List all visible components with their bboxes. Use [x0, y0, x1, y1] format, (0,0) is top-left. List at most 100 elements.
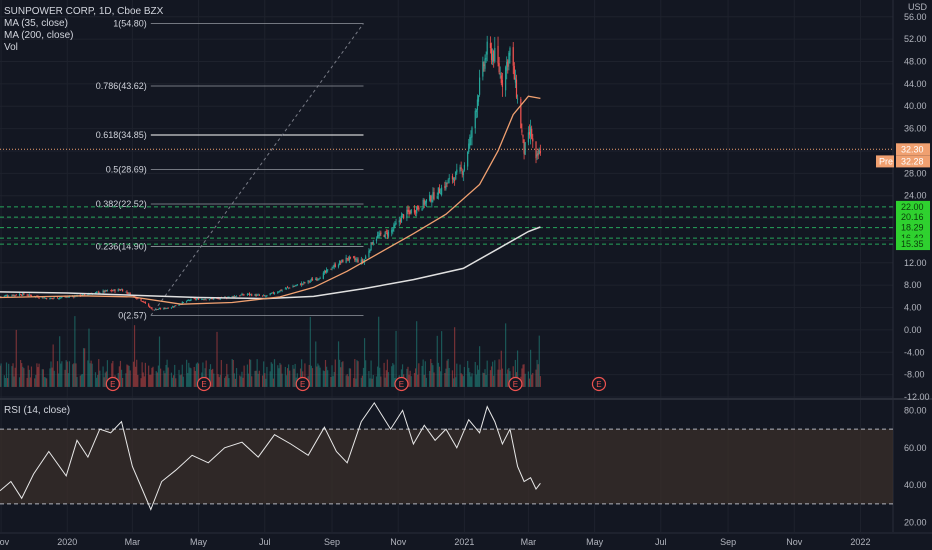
ma35-legend[interactable]: MA (35, close)	[4, 18, 68, 29]
candle-body	[166, 308, 168, 309]
earnings-marker[interactable]	[196, 376, 212, 392]
candle-body	[190, 298, 192, 301]
support-level-badge[interactable]	[896, 221, 930, 234]
volume-bar	[149, 374, 151, 387]
candle-body	[514, 77, 517, 83]
price-axis-tick: 28.00	[904, 168, 927, 178]
candle-body	[493, 51, 495, 62]
volume-bar	[128, 365, 130, 387]
candle-body	[119, 289, 122, 291]
support-level-badge[interactable]	[896, 211, 930, 224]
last-price-badge-label: 32.30	[901, 144, 924, 154]
candle-body	[144, 302, 146, 304]
volume-bar	[6, 378, 9, 387]
candle-body	[353, 256, 355, 258]
volume-bar	[65, 360, 67, 387]
volume-bar	[133, 325, 136, 387]
candle-body	[516, 98, 519, 100]
support-levels[interactable]	[0, 206, 893, 245]
candle-body	[263, 295, 265, 297]
support-level-badge[interactable]	[896, 238, 930, 251]
volume-bar	[539, 376, 541, 387]
symbol-title[interactable]: SUNPOWER CORP, 1D, Cboe BZX	[4, 6, 164, 17]
candle-body	[128, 292, 130, 294]
volume-bar	[164, 373, 166, 387]
price-axis-tick: -4.00	[904, 347, 925, 357]
volume-bar	[68, 361, 71, 387]
fib-trend-line[interactable]	[150, 23, 364, 316]
candle-body	[471, 127, 473, 138]
volume-bar	[323, 371, 326, 387]
vol-legend[interactable]: Vol	[4, 42, 18, 53]
rsi-legend-label[interactable]: RSI (14, close)	[4, 405, 71, 416]
earnings-marker[interactable]	[295, 376, 310, 392]
volume-bar	[0, 363, 2, 387]
candle-body	[468, 143, 470, 153]
candle-body	[400, 215, 403, 223]
candle-body	[431, 199, 433, 203]
moving-averages	[0, 95, 541, 305]
volume-bar	[73, 363, 75, 387]
candle-body	[118, 289, 120, 291]
candle-body	[330, 268, 332, 270]
candle-body	[308, 280, 310, 282]
volume-bar	[531, 374, 533, 387]
volume-bar	[392, 363, 394, 387]
candle-body	[527, 132, 530, 143]
volume-bar	[248, 359, 251, 387]
pre-market-tag[interactable]	[876, 155, 894, 168]
candle-body	[157, 309, 160, 310]
candle-body	[307, 280, 309, 283]
candle-body	[462, 171, 464, 176]
candle-body	[490, 48, 493, 61]
volume-bar	[527, 371, 530, 387]
earnings-marker[interactable]	[105, 376, 120, 392]
volume-bar	[522, 364, 524, 387]
candle-body	[444, 185, 446, 189]
candle-body	[156, 309, 158, 310]
candle-body	[310, 279, 313, 281]
volume-bar	[44, 377, 47, 387]
volume-bar	[38, 363, 40, 387]
volume-bar	[288, 364, 290, 387]
volume-bar	[361, 375, 364, 387]
rsi-band-fill	[0, 429, 893, 504]
fibonacci-retracement[interactable]: 1(54.80) 0.786(43.62) 0.618(34.85) 0.5(28.6…	[0, 18, 893, 321]
volume-bar	[536, 359, 538, 387]
candle-body	[98, 291, 100, 294]
earnings-marker[interactable]	[508, 376, 523, 392]
earnings-marker-label: E	[596, 380, 601, 389]
last-price-badge[interactable]	[896, 143, 930, 156]
pre-market-badge[interactable]	[896, 155, 930, 168]
volume-bar	[150, 374, 152, 387]
candle-body	[99, 292, 101, 294]
earnings-marker[interactable]	[591, 376, 607, 392]
volume-bar	[486, 360, 488, 387]
candle-body	[316, 278, 318, 280]
volume-bar	[30, 366, 33, 387]
candle-body	[251, 294, 253, 296]
volume-bar	[318, 365, 320, 387]
candle-body	[437, 187, 439, 195]
candle-body	[27, 295, 29, 297]
candle-body	[461, 171, 463, 175]
volume-bar	[143, 376, 145, 387]
ma200-legend[interactable]: MA (200, close)	[4, 30, 74, 41]
volume-bar	[5, 362, 8, 387]
volume-bar	[255, 370, 257, 387]
volume-bar	[136, 359, 138, 387]
volume-bar	[516, 350, 519, 387]
volume-bar	[111, 363, 113, 387]
candle-body	[422, 199, 424, 209]
support-level-badge[interactable]	[896, 200, 930, 213]
volume-bar	[463, 367, 466, 387]
volume-bar	[87, 360, 89, 387]
earnings-marker[interactable]	[394, 376, 409, 392]
candle-body	[346, 258, 348, 260]
candle-body	[483, 64, 485, 67]
volume-bar	[241, 371, 243, 387]
volume-bar	[202, 362, 204, 387]
